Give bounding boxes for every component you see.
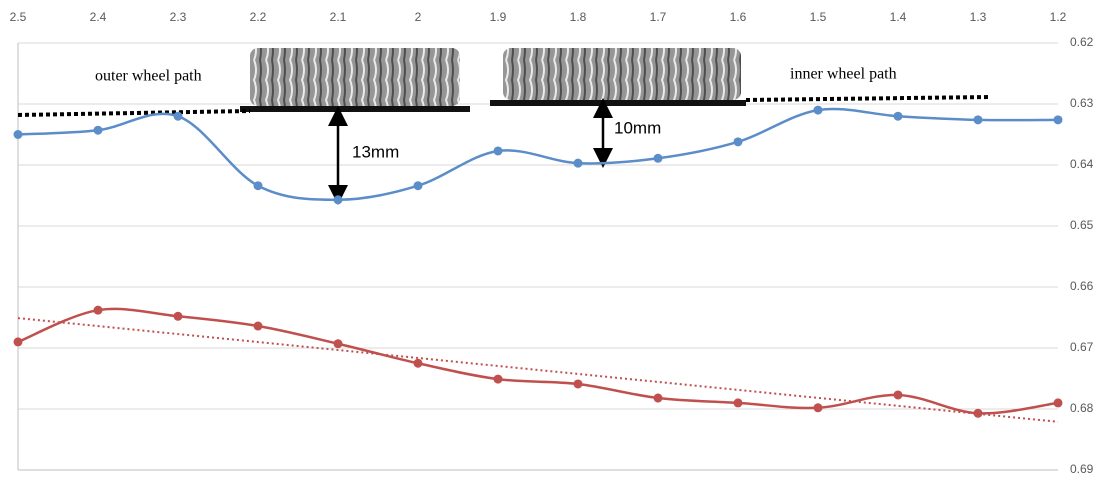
annotation: inner wheel path [790, 66, 897, 83]
data-point [654, 154, 663, 163]
data-point [174, 112, 183, 121]
data-point [974, 409, 983, 418]
data-point [254, 181, 263, 190]
data-point [14, 337, 23, 346]
data-point [174, 312, 183, 321]
data-point [894, 390, 903, 399]
data-point [334, 339, 343, 348]
x-tick-label: 1.4 [890, 10, 907, 24]
x-tick-label: 1.6 [730, 10, 747, 24]
annotation: 13mm [352, 142, 399, 161]
data-point [1054, 115, 1063, 124]
series-line [18, 309, 1058, 413]
x-tick-label: 2 [415, 10, 422, 24]
x-tick-label: 1.2 [1050, 10, 1067, 24]
annotation: outer wheel path [95, 68, 202, 85]
y-tick-label: 0.63 [1070, 96, 1094, 110]
y-tick-label: 0.62 [1070, 35, 1094, 49]
data-point [814, 403, 823, 412]
y-tick-label: 0.64 [1070, 157, 1094, 171]
data-point [334, 195, 343, 204]
chart: outer wheel path inner wheel path 13mm 1… [0, 0, 1107, 490]
trend-line [18, 318, 1058, 422]
data-point [734, 137, 743, 146]
data-point [414, 359, 423, 368]
data-point [1054, 398, 1063, 407]
data-point [494, 375, 503, 384]
data-point [494, 146, 503, 155]
y-tick-label: 0.67 [1070, 340, 1094, 354]
plot [14, 106, 1063, 422]
x-tick-label: 1.7 [650, 10, 667, 24]
data-point [94, 126, 103, 135]
x-tick-label: 1.5 [810, 10, 827, 24]
data-point [654, 394, 663, 403]
data-point [254, 322, 263, 331]
x-tick-label: 1.9 [490, 10, 507, 24]
data-point [414, 181, 423, 190]
data-point [894, 112, 903, 121]
series-line [18, 109, 1058, 200]
data-point [974, 115, 983, 124]
annotation: 10mm [614, 118, 661, 137]
data-point [814, 106, 823, 115]
x-tick-label: 2.5 [10, 10, 27, 24]
data-point [14, 130, 23, 139]
data-point [574, 159, 583, 168]
x-tick-label: 1.3 [970, 10, 987, 24]
y-tick-label: 0.68 [1070, 401, 1094, 415]
data-point [94, 306, 103, 315]
x-tick-label: 2.1 [330, 10, 347, 24]
y-tick-label: 0.69 [1070, 462, 1094, 476]
y-tick-label: 0.66 [1070, 279, 1094, 293]
data-point [734, 398, 743, 407]
x-tick-label: 2.3 [170, 10, 187, 24]
data-point [574, 379, 583, 388]
grid [18, 43, 1058, 470]
y-tick-label: 0.65 [1070, 218, 1094, 232]
x-tick-label: 2.4 [90, 10, 107, 24]
x-tick-label: 1.8 [570, 10, 587, 24]
x-tick-label: 2.2 [250, 10, 267, 24]
